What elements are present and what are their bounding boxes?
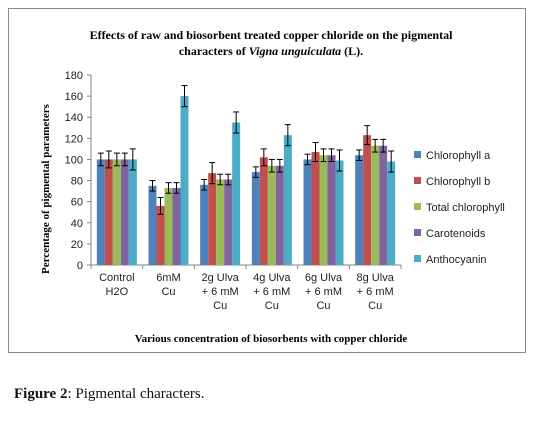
y-tick-label: 100 xyxy=(65,154,83,166)
bar xyxy=(283,135,292,265)
bar xyxy=(303,159,312,265)
bar xyxy=(259,157,268,265)
bar xyxy=(371,145,380,265)
figure-caption-text: : Pigmental characters. xyxy=(67,386,205,402)
y-tick-label: 180 xyxy=(65,70,83,82)
bar xyxy=(335,160,344,265)
bar xyxy=(104,159,113,265)
bar xyxy=(311,152,320,265)
legend-swatch xyxy=(414,203,421,210)
bar xyxy=(112,159,121,265)
x-tick-label: 4g Ulva + 6 mM Cu xyxy=(253,272,291,312)
legend-label: Chlorophyll b xyxy=(426,176,490,188)
bar xyxy=(224,179,233,265)
bar xyxy=(267,165,276,265)
legend-swatch xyxy=(414,229,421,236)
bar xyxy=(180,96,189,265)
y-tick-label: 160 xyxy=(65,91,83,103)
legend-label: Anthocyanin xyxy=(426,254,487,266)
bar xyxy=(128,159,137,265)
figure-caption-label: Figure 2 xyxy=(14,386,68,402)
legend-label: Chlorophyll a xyxy=(426,150,491,162)
bar xyxy=(164,187,173,265)
x-tick-label: 2g Ulva + 6 mM Cu xyxy=(202,272,240,312)
bar xyxy=(363,135,372,265)
y-tick-label: 120 xyxy=(65,133,83,145)
chart-frame: Effects of raw and biosorbent treated co… xyxy=(8,8,526,353)
y-tick-label: 0 xyxy=(77,260,83,272)
chart-title-line1: Effects of raw and biosorbent treated co… xyxy=(90,28,454,42)
y-tick-label: 40 xyxy=(71,218,83,230)
bar xyxy=(387,161,396,265)
x-tick-label: 6g Ulva + 6 mM Cu xyxy=(305,272,343,312)
bar xyxy=(172,187,181,265)
x-tick-label: Control H2O xyxy=(99,272,134,298)
bar xyxy=(319,155,328,265)
legend-label: Carotenoids xyxy=(426,228,486,240)
bar xyxy=(379,145,388,265)
bar xyxy=(148,185,157,265)
bar xyxy=(327,155,336,265)
legend-label: Total chlorophyll xyxy=(426,202,505,214)
x-tick-label: 6mM Cu xyxy=(156,272,180,298)
legend-swatch xyxy=(414,255,421,262)
chart-svg: Effects of raw and biosorbent treated co… xyxy=(40,28,505,345)
bar xyxy=(120,159,129,265)
legend: Chlorophyll a Chlorophyll b Total chloroph… xyxy=(414,150,505,266)
bar xyxy=(208,173,217,265)
bar xyxy=(275,165,284,265)
legend-swatch xyxy=(414,177,421,184)
chart-title-line2: characters of Vigna unguiculata (L). xyxy=(179,44,363,58)
x-axis-label: Various concentration of biosorbents wit… xyxy=(135,333,408,345)
x-tick-label: 8g Ulva + 6 mM Cu xyxy=(357,272,395,312)
bar xyxy=(232,122,241,265)
bar xyxy=(200,184,209,265)
chart-title-suffix: (L). xyxy=(341,44,363,58)
y-tick-label: 140 xyxy=(65,112,83,124)
chart-title-species: Vigna unguiculata xyxy=(249,44,341,58)
plot-area: 0 20 40 60 80 100 120 140 160 180 Control H2O 6mM Cu 2… xyxy=(65,70,402,312)
figure-caption: Figure 2: Pigmental characters. xyxy=(14,386,205,403)
chart-title-prefix: characters of xyxy=(179,44,249,58)
y-tick-label: 80 xyxy=(71,176,83,188)
bar xyxy=(216,179,225,265)
legend-swatch xyxy=(414,151,421,158)
bar xyxy=(355,155,364,265)
bar xyxy=(251,172,260,265)
y-axis-label: Percentage of pigmental parameters xyxy=(40,103,52,274)
bar xyxy=(96,159,105,265)
y-tick-label: 20 xyxy=(71,239,83,251)
bar xyxy=(156,205,165,265)
y-tick-label: 60 xyxy=(71,197,83,209)
